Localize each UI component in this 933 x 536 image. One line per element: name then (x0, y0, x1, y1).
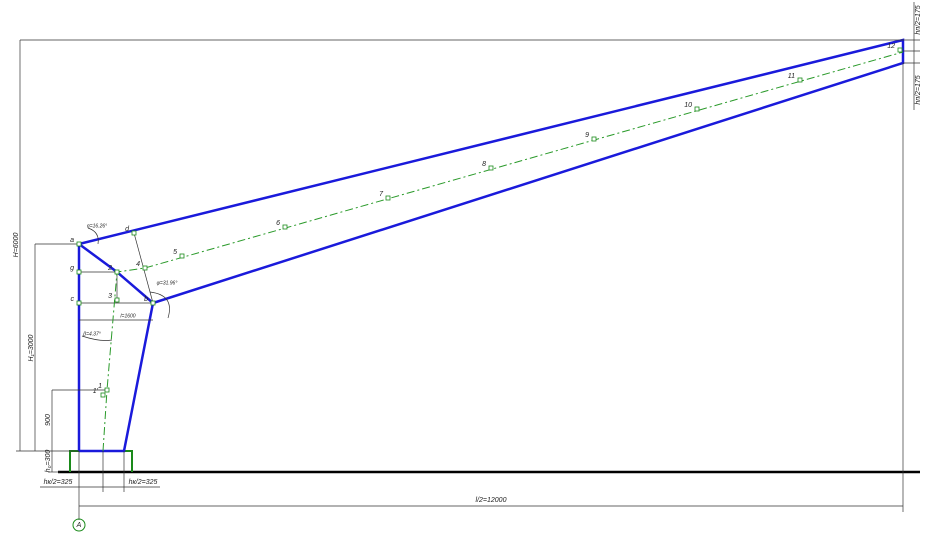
axis-marker (72, 518, 86, 532)
node-marker (100, 392, 106, 398)
node-label: 11 (788, 73, 795, 80)
node-marker (114, 297, 120, 303)
center-axis (102, 51, 904, 452)
node-label: b (144, 296, 148, 303)
axis-label: A (76, 522, 82, 529)
node-label: 3 (108, 293, 112, 300)
node-marker (488, 165, 494, 171)
node-marker (76, 300, 82, 306)
dimension-lines (16, 2, 920, 520)
angle-arc (87, 227, 99, 245)
node-label: 5 (173, 249, 177, 256)
dimension-label: hк/2=325 (129, 479, 158, 486)
angle-arc (81, 335, 113, 341)
node-label: 1' (93, 388, 99, 395)
dimension-label: 900 (45, 414, 52, 426)
dimension-label: hп/2=175 (915, 5, 922, 34)
dimension-label: l/2=12000 (476, 497, 507, 504)
node-label: 12 (887, 43, 895, 50)
node-marker (114, 269, 120, 275)
dimension-label: h₀=300 (45, 450, 52, 473)
node-marker (385, 195, 391, 201)
node-label: c (71, 296, 75, 303)
node-marker (76, 269, 82, 275)
frame-outline (77, 38, 905, 453)
node-marker (897, 47, 903, 53)
node-label: 9 (585, 132, 589, 139)
dimension-label: hп/2=175 (915, 75, 922, 104)
angle-label: φ=31.96° (157, 280, 178, 286)
node-label: 8 (482, 161, 486, 168)
node-label: 10 (684, 102, 692, 109)
dimension-label: hк/2=325 (44, 479, 73, 486)
node-label: 4 (136, 261, 140, 268)
node-marker (282, 224, 288, 230)
node-marker (150, 300, 156, 306)
node-marker (104, 387, 110, 393)
node-label: 1 (98, 383, 102, 390)
node-marker (131, 230, 137, 236)
node-label: d (125, 226, 130, 233)
node-label: g (70, 265, 74, 272)
node-marker (179, 253, 185, 259)
node-marker (797, 77, 803, 83)
dimension-label: H₁=3000 (28, 334, 35, 361)
node-marker (591, 136, 597, 142)
angle-label: α=16.26° (87, 223, 107, 229)
node-marker (76, 241, 82, 247)
dimension-label: H=6000 (13, 233, 20, 258)
node-label: 6 (276, 220, 280, 227)
angle-arc (149, 291, 170, 319)
dimension-label: l=1600 (120, 313, 135, 319)
node-marker (142, 265, 148, 271)
node-label: 2 (107, 265, 112, 272)
angle-label: β=4.37° (82, 331, 101, 337)
node-label: 7 (379, 191, 384, 198)
node-label: a (70, 237, 74, 244)
node-marker (694, 106, 700, 112)
